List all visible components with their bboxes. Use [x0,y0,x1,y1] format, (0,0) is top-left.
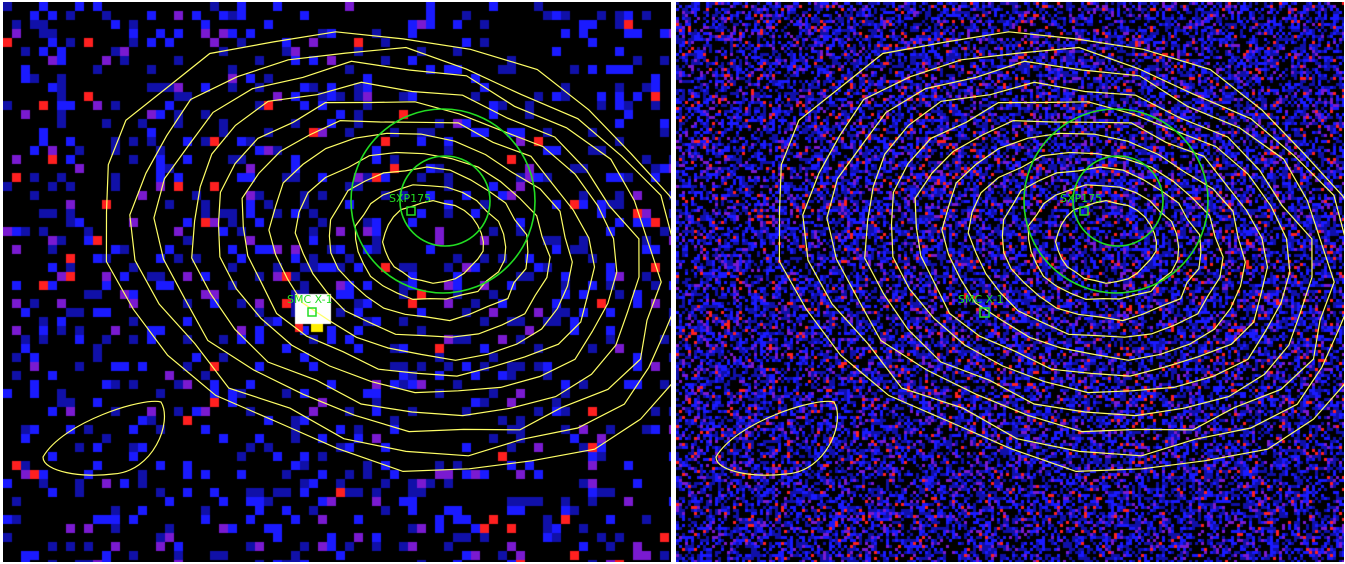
contour-line [715,400,839,476]
contour-line [1054,199,1158,284]
contour-line [381,199,485,284]
contour-line [241,119,596,377]
contour-line [268,132,573,361]
source-label-sxp175: SXP175 [1060,192,1102,205]
contour-line [42,400,166,476]
right-overlay: SXP175 SMC X-1 [715,31,1344,476]
contour-line [105,31,671,473]
right-xray-image [676,2,1344,562]
right-contours [715,31,1344,476]
contour-line [802,46,1344,457]
left-xray-image [3,2,671,562]
contour-line [967,151,1224,338]
contour-line [1001,166,1202,322]
source-label-smcx1: SMC X-1 [287,293,333,306]
left-image-panel: SXP175 SMC X-1 [3,2,671,562]
contour-line [129,46,671,457]
right-image-panel: SXP175 SMC X-1 [676,2,1344,562]
contour-line [294,151,551,338]
region-circle-inner [1072,155,1164,247]
left-overlay: SXP175 SMC X-1 [42,31,671,476]
source-marker-smcx1-icon [307,307,317,317]
contour-line [890,101,1291,394]
contour-line [354,184,507,301]
region-circle-inner [399,155,491,247]
region-circle-outer [350,108,536,294]
contour-line [217,101,618,394]
left-contours [42,31,671,476]
source-marker-smcx1-icon [979,307,990,318]
contour-line [826,60,1335,433]
region-circle-outer [1023,108,1209,294]
contour-line [778,31,1344,473]
source-marker-sxp175-icon [406,206,416,216]
contour-line [153,60,662,433]
contour-line [864,81,1313,417]
contour-line [191,81,640,417]
contour-line [1027,184,1180,301]
contour-line [914,119,1269,377]
source-label-sxp175: SXP175 [389,192,431,205]
source-marker-sxp175-icon [1079,206,1089,216]
source-label-smcx1: SMC X-1 [958,293,1004,306]
contour-line [941,132,1246,361]
contour-line [328,166,529,322]
